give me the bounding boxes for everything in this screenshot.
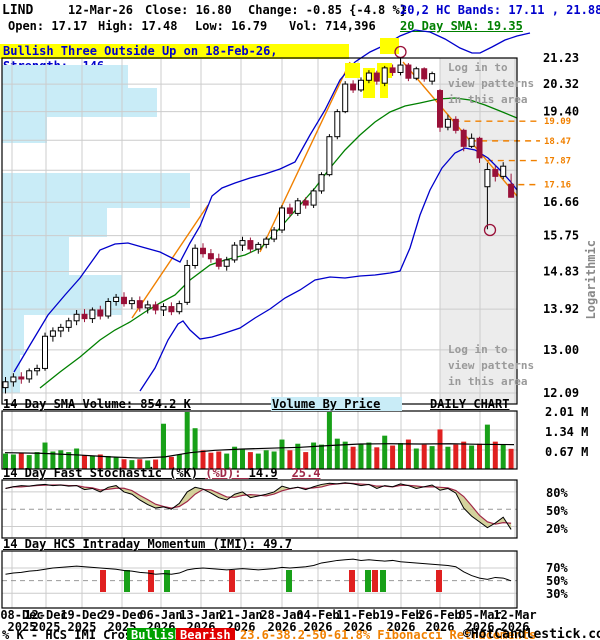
axis-labels: 21.23 20.32 19.40 16.66 15.75 14.83 13.92 13.00… [543,51,588,601]
svg-text:0.67 M: 0.67 M [545,445,588,459]
svg-text:2026: 2026 [426,620,455,634]
svg-text:12.09: 12.09 [543,386,579,400]
volume-pane-border [1,410,518,470]
svg-text:15.75: 15.75 [543,229,579,243]
log-scale-label: Logarithmic [584,240,598,320]
overlay-line: Log in to [448,343,508,356]
close-value: Close: 16.80 [145,3,232,17]
stoch-fill [5,482,512,530]
fibonacci-legend-label: 23.6-38.2-50-61.8% Fibonacci Retracement… [240,628,537,640]
quote-date: 12-Mar-26 [68,3,134,17]
ticker-symbol: LIND [2,3,34,18]
svg-text:21-Jan: 21-Jan [219,608,262,622]
svg-text:13.00: 13.00 [543,343,579,357]
volume-by-price-bars [2,65,190,393]
daily-chart-label: DAILY CHART [430,397,510,411]
svg-text:30%: 30% [546,587,568,601]
svg-text:50%: 50% [546,574,568,588]
overlay-line: view patterns [448,77,535,90]
svg-text:20.32: 20.32 [543,77,579,91]
svg-text:21.23: 21.23 [543,51,579,65]
svg-text:2026: 2026 [268,620,297,634]
volume-by-price-label: Volume By Price [271,397,403,411]
svg-text:2025: 2025 [32,620,61,634]
stoch-k-line [5,482,512,530]
bullish-badge[interactable]: Bullish [127,628,186,640]
svg-text:2026: 2026 [466,620,495,634]
stoch-header-d: (%D): [205,466,249,480]
svg-text:2026: 2026 [501,620,530,634]
candlesticks [2,58,515,394]
svg-text:26-Feb: 26-Feb [418,608,461,622]
svg-text:2026: 2026 [304,620,333,634]
svg-text:28-Jan: 28-Jan [260,608,303,622]
svg-text:50%: 50% [546,504,568,518]
stoch-pane-header: 14 Day Fast Stochastic (%K) (%D): 14.9 25… [3,466,320,480]
svg-text:80%: 80% [546,486,568,500]
open-value: Open: 17.17 [8,19,88,33]
hc-bands-value: 20,2 HC Bands: 17.11 , 21.88 [400,3,600,17]
low-value: Low: 16.79 [195,19,268,33]
overlay-line: view patterns [448,359,535,372]
imi-line [5,558,512,582]
svg-text:16.66: 16.66 [543,195,579,209]
svg-text:70%: 70% [546,561,568,575]
gridlines [2,57,517,608]
overlay-line: Log in to [448,61,508,74]
svg-text:17.87: 17.87 [544,157,571,167]
svg-text:2025: 2025 [8,620,37,634]
stoch-k-value: 14.9 [248,466,278,480]
volume-pane-header: 14 Day SMA Volume: 854.2 K [3,397,191,411]
change-value: Change: -0.85 {-4.8 %} [248,3,407,17]
svg-text:08-Dec: 08-Dec [0,608,43,622]
volume-value: Vol: 714,396 [289,19,376,33]
svg-text:11-Feb: 11-Feb [336,608,379,622]
svg-text:19.09: 19.09 [544,117,571,127]
svg-text:12-Mar: 12-Mar [493,608,536,622]
stoch-d-value: 25.4 [291,466,321,480]
bearish-badge[interactable]: Bearish [176,628,235,640]
sma-value: 20 Day SMA: 19.35 [400,19,523,33]
svg-text:06-Jan: 06-Jan [139,608,182,622]
svg-text:19-Dec: 19-Dec [60,608,103,622]
login-overlay-area [440,58,517,404]
main-chart-border [1,57,518,405]
svg-text:1.34 M: 1.34 M [545,425,588,439]
svg-text:29-Dec: 29-Dec [100,608,143,622]
svg-text:2026: 2026 [387,620,416,634]
imi-pane-header: 14 Day HCS Intraday Momentum (IMI): 49.7 [3,537,292,551]
overlay-line: in this area [448,93,528,106]
stoch-pane-border [1,479,518,539]
volume-bars [3,412,514,469]
svg-text:12-Dec: 12-Dec [24,608,67,622]
high-value: High: 17.48 [98,19,178,33]
svg-text:2.01 M: 2.01 M [545,405,588,419]
upper-band-line [13,29,531,373]
svg-text:2025: 2025 [68,620,97,634]
imi-signal-bars [100,570,442,592]
date-axis-labels: 08-Dec202512-Dec202519-Dec202529-Dec2025… [0,608,536,634]
volume-sma-line [4,443,515,459]
svg-text:2026: 2026 [344,620,373,634]
svg-text:18.47: 18.47 [544,137,571,147]
svg-text:04-Feb: 04-Feb [296,608,339,622]
svg-text:17.16: 17.16 [544,181,571,191]
svg-text:05-Mar: 05-Mar [458,608,501,622]
stoch-d-line [5,482,512,525]
svg-text:13-Jan: 13-Jan [179,608,222,622]
svg-text:19-Feb: 19-Feb [379,608,422,622]
svg-text:19.40: 19.40 [543,105,579,119]
copyright-link[interactable]: ©HotCandlestick.com [463,627,600,640]
svg-text:13.92: 13.92 [543,302,579,316]
login-overlay-bottom[interactable]: Log in to view patterns in this area [448,342,534,390]
overlay-line: in this area [448,375,528,388]
login-overlay-top[interactable]: Log in to view patterns in this area [448,60,534,108]
svg-text:20%: 20% [546,522,568,536]
svg-text:14.83: 14.83 [543,264,579,278]
stoch-header-k: 14 Day Fast Stochastic (%K) [3,466,206,480]
imi-pane-border [1,550,518,609]
